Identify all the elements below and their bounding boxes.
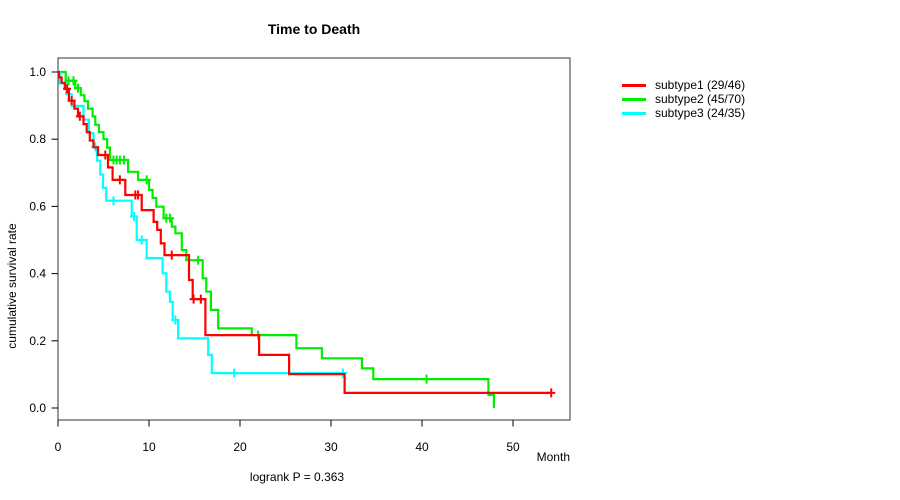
y-tick-label: 1.0 [29,65,46,79]
logrank-pvalue-text: logrank P = 0.363 [249,470,345,484]
x-tick-label: 40 [415,440,429,454]
x-tick-label: 0 [55,440,62,454]
x-tick-label: 50 [506,440,520,454]
survival-curve-subtype3 [58,70,345,375]
chart-title: Time to Death [267,21,361,37]
y-tick-label: 0.2 [29,334,46,348]
y-tick-label: 0.6 [29,199,46,213]
x-tick-label: 30 [324,440,338,454]
legend-label-subtype3: subtype3 (24/35) [655,106,746,120]
y-tick-label: 0.8 [29,132,46,146]
survival-curve-subtype2 [58,70,495,408]
subtype1-line-swatch [622,83,646,87]
legend: subtype1 (29/46) subtype2 (45/70) subtyp… [622,78,745,120]
subtype3-line-swatch [622,111,646,115]
survival-curve-subtype1 [57,70,552,394]
legend-item-subtype2: subtype2 (45/70) [622,92,745,106]
y-tick-label: 0.4 [29,267,46,281]
y-axis-label: cumulative survival rate [5,223,19,349]
x-tick-label: 10 [142,440,156,454]
subtype2-line-swatch [622,97,646,101]
y-tick-label: 0.0 [29,401,46,415]
x-axis-label: Month [536,450,570,464]
legend-label-subtype1: subtype1 (29/46) [655,78,746,92]
plot-box [57,57,571,421]
legend-item-subtype1: subtype1 (29/46) [622,78,745,92]
x-tick-label: 20 [233,440,247,454]
legend-label-subtype2: subtype2 (45/70) [655,92,746,106]
legend-item-subtype3: subtype3 (24/35) [622,106,745,120]
